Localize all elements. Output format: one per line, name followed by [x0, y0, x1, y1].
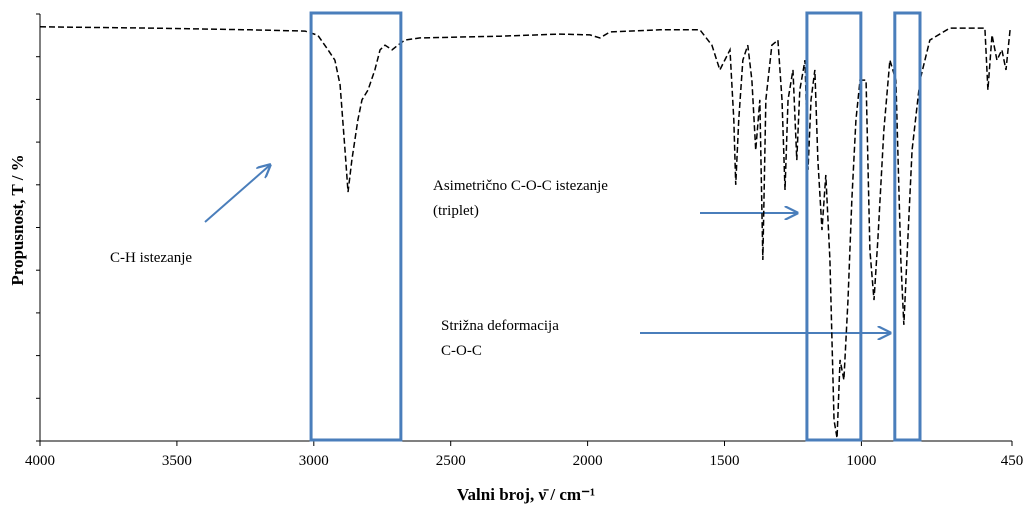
spectrum-line: [39, 26, 1013, 439]
x-tick-label: 4000: [25, 453, 55, 469]
x-tick-label: 1000: [846, 453, 876, 469]
x-tick-label: 3000: [299, 453, 329, 469]
x-tick-label: 1500: [710, 453, 740, 469]
x-tick-label: 450: [1001, 453, 1024, 469]
annotation: C-O-C: [441, 343, 482, 359]
highlight-box: [309, 11, 403, 442]
highlight-box: [893, 11, 922, 442]
x-tick-label: 2500: [436, 453, 466, 469]
arrow: [204, 165, 270, 223]
annotation: (triplet): [433, 203, 479, 219]
x-tick-label: 3500: [162, 453, 192, 469]
annotation: Asimetrično C-O-C istezanje: [433, 178, 608, 194]
y-axis-label: Propusnost, T / %: [8, 154, 27, 285]
highlight-box: [805, 11, 863, 442]
annotation: C-H istezanje: [110, 250, 192, 266]
x-axis-label: Valni broj, ν̄ / cm⁻¹: [457, 485, 595, 504]
arrows: [204, 165, 890, 333]
x-tick-label: 2000: [573, 453, 603, 469]
annotation: Strižna deformacija: [441, 318, 559, 334]
